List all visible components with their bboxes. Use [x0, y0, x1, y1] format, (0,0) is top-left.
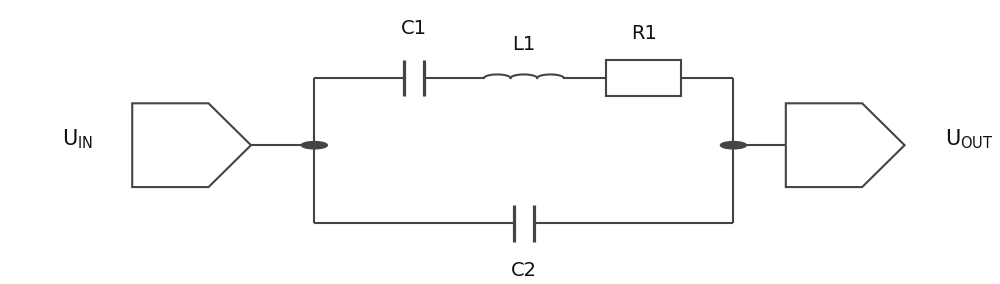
Text: C2: C2	[511, 261, 537, 280]
Text: C1: C1	[401, 19, 427, 38]
Text: $\mathrm{U_{IN}}$: $\mathrm{U_{IN}}$	[62, 128, 93, 151]
Circle shape	[720, 141, 746, 149]
Circle shape	[301, 141, 327, 149]
Bar	[606, 60, 681, 96]
Text: $\mathrm{U_{OUT}}$: $\mathrm{U_{OUT}}$	[945, 128, 994, 151]
Text: L1: L1	[512, 35, 536, 54]
Text: R1: R1	[631, 24, 657, 43]
